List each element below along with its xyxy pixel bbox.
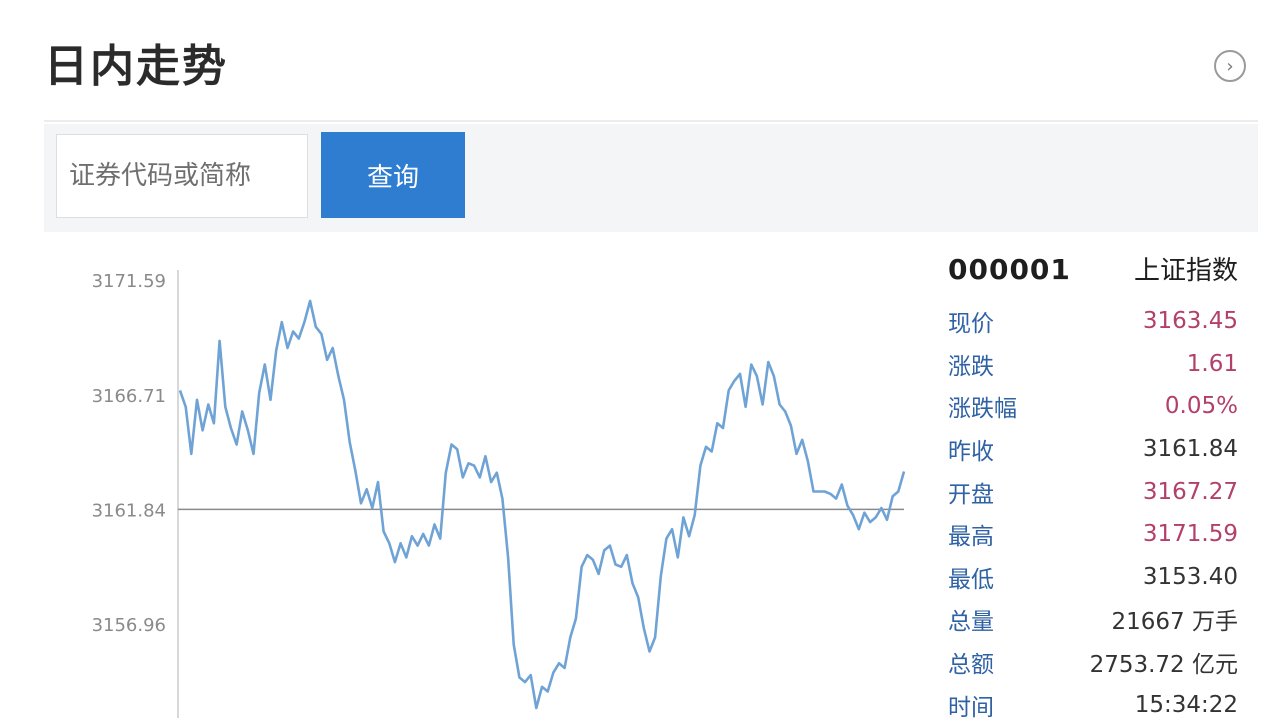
security-code: 000001 (948, 253, 1071, 286)
quote-row: 开盘 3167.27 (948, 470, 1238, 513)
quote-label: 涨跌 (948, 353, 994, 380)
search-button[interactable]: 查询 (321, 132, 465, 218)
page-title: 日内走势 (44, 41, 228, 92)
quote-value: 3171.59 (1142, 521, 1238, 548)
quote-label: 现价 (948, 311, 994, 338)
y-axis-ticks: 3171.59 3166.71 3161.84 3156.96 (92, 271, 166, 636)
quote-row: 最低 3153.40 (948, 556, 1238, 599)
quote-row: 昨收 3161.84 (948, 428, 1238, 471)
y-tick-label: 3156.96 (92, 615, 166, 636)
quote-label: 涨跌幅 (948, 396, 1017, 423)
quote-row: 最高 3171.59 (948, 513, 1238, 556)
y-tick-label: 3161.84 (92, 500, 166, 521)
quote-value: 2753.72 亿元 (1089, 652, 1238, 679)
quote-label: 时间 (948, 694, 994, 721)
quote-rows: 现价 3163.45 涨跌 1.61 涨跌幅 0.05% 昨收 3161.84 开盘 3167.2… (948, 300, 1238, 726)
quote-label: 最低 (948, 566, 994, 593)
quote-row: 时间 15:34:22 (948, 683, 1238, 726)
quote-row: 总量 21667 万手 (948, 598, 1238, 641)
quote-row: 涨跌幅 0.05% (948, 385, 1238, 428)
quote-label: 昨收 (948, 439, 994, 466)
quote-row: 现价 3163.45 (948, 300, 1238, 343)
y-tick-label: 3171.59 (92, 271, 166, 292)
quote-value: 1.61 (1186, 350, 1238, 377)
intraday-line-chart: 3171.59 3166.71 3161.84 3156.96 (92, 270, 906, 718)
chevron-right-circle-icon[interactable]: › (1214, 50, 1246, 82)
quote-row: 总额 2753.72 亿元 (948, 641, 1238, 684)
quote-header: 000001 上证指数 (948, 250, 1238, 290)
header-divider (44, 120, 1258, 122)
search-input[interactable] (56, 134, 308, 218)
security-name: 上证指数 (1133, 256, 1238, 286)
quote-value: 3163.45 (1142, 308, 1238, 335)
quote-label: 总量 (948, 609, 994, 636)
price-series-line (178, 299, 906, 710)
quote-value: 3153.40 (1142, 563, 1238, 590)
quote-panel: 000001 上证指数 现价 3163.45 涨跌 1.61 涨跌幅 0.05% 昨收 316… (948, 250, 1238, 726)
quote-label: 开盘 (948, 481, 994, 508)
search-bar: 查询 (44, 124, 1258, 232)
y-tick-label: 3166.71 (92, 386, 166, 407)
quote-value: 3161.84 (1142, 436, 1238, 463)
quote-label: 总额 (948, 652, 994, 679)
quote-value: 15:34:22 (1134, 691, 1238, 718)
quote-value: 0.05% (1164, 393, 1238, 420)
quote-value: 3167.27 (1142, 478, 1238, 505)
quote-label: 最高 (948, 524, 994, 551)
quote-row: 涨跌 1.61 (948, 343, 1238, 386)
quote-value: 21667 万手 (1111, 609, 1238, 636)
